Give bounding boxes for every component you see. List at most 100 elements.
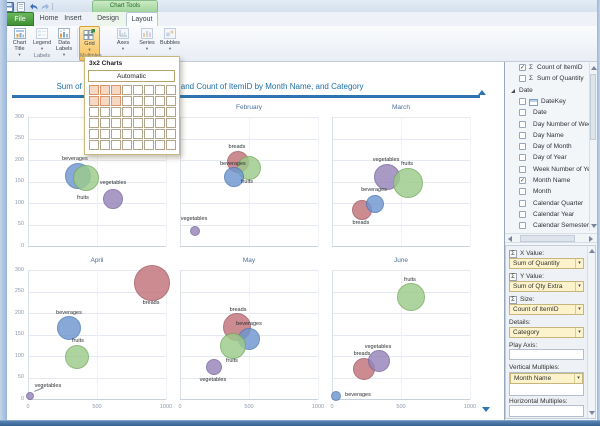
grid-size-cell[interactable] (155, 140, 165, 150)
grid-size-cell-selected[interactable] (89, 85, 99, 95)
grid-size-cell[interactable] (166, 129, 176, 139)
bubble-beverages[interactable] (366, 194, 385, 213)
scrollbar-thumb[interactable] (590, 74, 596, 140)
bubble-vegetables[interactable] (103, 189, 123, 210)
automatic-option[interactable]: Automatic (88, 70, 175, 82)
field-list-scrollbar[interactable] (589, 63, 597, 231)
grid-size-cell[interactable] (166, 85, 176, 95)
grid-size-cell[interactable] (122, 140, 132, 150)
bubble-fruits[interactable] (72, 165, 99, 192)
data-labels-button[interactable]: Data Labels ▾ (53, 27, 75, 60)
grid-size-cell[interactable] (111, 129, 121, 139)
field-item-label[interactable]: DateKey (541, 97, 566, 105)
tab-insert[interactable]: Insert (64, 15, 82, 22)
tab-home[interactable]: Home (39, 15, 59, 22)
bubble-vegetables[interactable] (25, 391, 34, 400)
grid-size-cell[interactable] (122, 85, 132, 95)
grid-size-cell[interactable] (111, 118, 121, 128)
grid-size-cell[interactable] (133, 107, 143, 117)
series-button[interactable]: Series ▾ (136, 27, 158, 60)
multiples-scroll-up-icon[interactable] (478, 90, 486, 95)
grid-size-cell[interactable] (111, 140, 121, 150)
dropdown-arrow-icon[interactable]: ▾ (575, 259, 583, 268)
grid-size-cell[interactable] (89, 107, 99, 117)
checkbox-checked[interactable]: ✓ (519, 177, 526, 184)
undo-icon[interactable] (28, 2, 39, 12)
field-item-label[interactable]: Day of Year (533, 154, 567, 162)
bubble-vegetables[interactable] (368, 350, 391, 373)
scroll-right-icon[interactable] (589, 236, 593, 242)
grid-size-cell[interactable] (133, 129, 143, 139)
wells-scrollbar[interactable] (587, 246, 595, 418)
bubble-vegetables[interactable] (190, 225, 201, 236)
checkbox[interactable] (519, 143, 526, 151)
checkbox[interactable] (519, 188, 526, 196)
grid-size-cell-selected[interactable] (111, 85, 121, 95)
well-dropdown-vertical-multiples[interactable]: Month Name (510, 373, 583, 384)
grid-size-cell[interactable] (89, 118, 99, 128)
tab-design[interactable]: Design (97, 15, 119, 22)
dropdown-arrow-icon[interactable]: ▾ (574, 374, 582, 383)
well-dropdown-details[interactable]: Category (509, 327, 584, 338)
grid-size-cell[interactable] (144, 107, 154, 117)
well-box-play-axis[interactable] (509, 349, 584, 360)
grid-size-cell[interactable] (166, 96, 176, 106)
grid-size-cell[interactable] (133, 118, 143, 128)
bubble-fruits[interactable] (64, 344, 89, 369)
multiples-scroll-down-icon[interactable] (482, 407, 490, 412)
scroll-up-icon[interactable] (590, 66, 597, 70)
field-item-label[interactable]: Day Number of Wee (533, 120, 590, 128)
checkbox[interactable] (519, 199, 526, 207)
grid-size-cell[interactable] (89, 140, 99, 150)
field-item-label[interactable]: Date (533, 109, 547, 117)
bubble-breads[interactable] (134, 264, 171, 301)
field-item-label[interactable]: Day of Month (533, 143, 572, 151)
tree-expand-icon[interactable] (511, 88, 515, 93)
grid-size-cell[interactable] (155, 96, 165, 106)
grid-size-cell[interactable] (155, 107, 165, 117)
checkbox[interactable] (519, 120, 526, 128)
grid-size-cell[interactable] (144, 85, 154, 95)
checkbox[interactable] (519, 131, 526, 139)
bubble-beverages[interactable] (223, 167, 244, 188)
field-item-label[interactable]: Calendar Quarter (533, 199, 584, 207)
field-item-label[interactable]: Calendar Semester (533, 222, 589, 230)
print-preview-icon[interactable] (16, 2, 26, 12)
checkbox[interactable] (519, 222, 526, 230)
grid-size-cell[interactable] (166, 140, 176, 150)
grid-size-cell-selected[interactable] (89, 96, 99, 106)
grid-size-cell[interactable] (122, 118, 132, 128)
checkbox[interactable] (519, 109, 526, 117)
well-dropdown-x-value[interactable]: Sum of Quantity (509, 258, 584, 269)
dropdown-arrow-icon[interactable]: ▾ (575, 328, 583, 337)
bubbles-button[interactable]: Bubbles ▾ (158, 27, 182, 60)
checkbox[interactable] (519, 210, 526, 218)
grid-size-cell[interactable] (144, 96, 154, 106)
hscrollbar-thumb[interactable] (520, 234, 575, 242)
bubble-fruits[interactable] (219, 333, 246, 360)
grid-size-cell-selected[interactable] (100, 96, 110, 106)
grid-size-cell[interactable] (122, 129, 132, 139)
well-dropdown-size[interactable]: Count of ItemID (509, 304, 584, 315)
chart-title-button[interactable]: Chart Title ▾ (8, 27, 31, 60)
grid-size-cell[interactable] (133, 140, 143, 150)
field-item-label[interactable]: Week Number of Ye (533, 165, 590, 173)
grid-size-cell[interactable] (155, 129, 165, 139)
grid-size-cell[interactable] (100, 140, 110, 150)
grid-size-cell[interactable] (144, 118, 154, 128)
dropdown-arrow-icon[interactable]: ▾ (575, 282, 583, 291)
grid-size-cell[interactable] (100, 107, 110, 117)
dropdown-arrow-icon[interactable]: ▾ (575, 305, 583, 314)
grid-size-cell[interactable] (155, 85, 165, 95)
well-box-horizontal-multiples[interactable] (509, 405, 584, 417)
checkbox-checked[interactable]: ✓ (519, 64, 526, 71)
scroll-down-icon[interactable] (590, 224, 597, 228)
field-item-label[interactable]: Count of ItemID (537, 64, 583, 71)
scroll-down-icon[interactable] (588, 411, 595, 415)
bubble-vegetables[interactable] (205, 359, 222, 376)
legend-button[interactable]: Legend ▾ (32, 27, 52, 60)
grid-size-cell[interactable] (144, 129, 154, 139)
grid-size-cell[interactable] (100, 129, 110, 139)
scroll-left-icon[interactable] (508, 236, 512, 242)
grid-size-cell-selected[interactable] (100, 85, 110, 95)
